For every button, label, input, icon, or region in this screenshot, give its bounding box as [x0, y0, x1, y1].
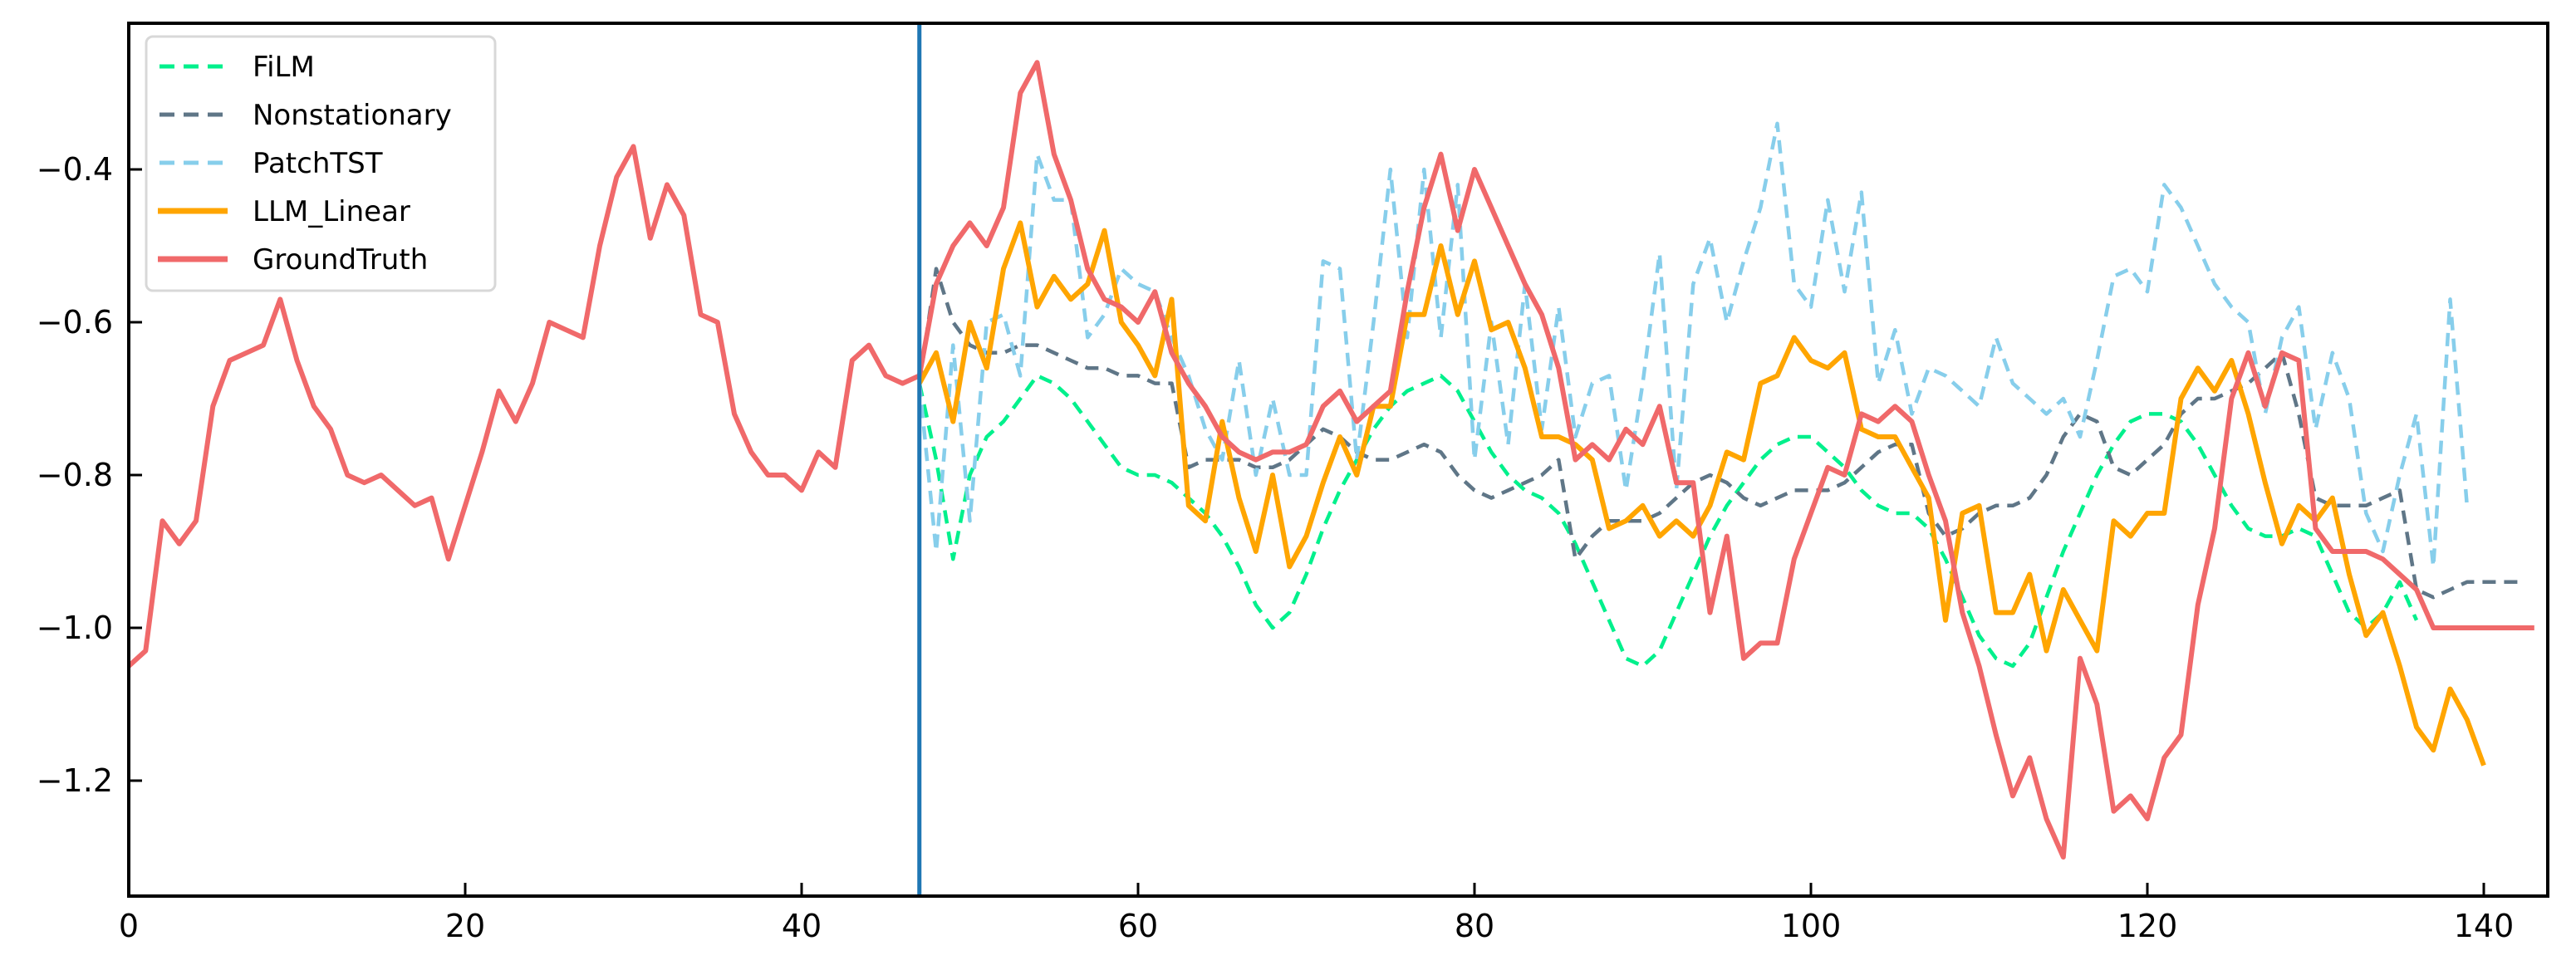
- legend: FiLM Nonstationary PatchTST LLM_Linear G…: [145, 35, 497, 292]
- x-tick-label: 80: [1455, 908, 1494, 944]
- groundtruth-line: [129, 60, 2534, 860]
- legend-label: PatchTST: [253, 147, 383, 180]
- legend-label: LLM_Linear: [253, 195, 410, 228]
- nonstationary-line: [917, 267, 2518, 600]
- x-tick-label: 100: [1781, 908, 1842, 944]
- legend-item-film: FiLM: [159, 51, 315, 84]
- y-axis: −0.4 −0.6 −0.8 −1.0 −1.2: [37, 151, 142, 799]
- x-tick-label: 120: [2117, 908, 2178, 944]
- y-tick-label: −0.6: [37, 304, 113, 340]
- x-tick-label: 20: [445, 908, 485, 944]
- patchtst-line: [917, 121, 2470, 569]
- x-tick-label: 40: [782, 908, 822, 944]
- legend-label: Nonstationary: [253, 99, 452, 132]
- y-tick-label: −1.0: [37, 610, 113, 646]
- plot-frame: [127, 22, 2549, 898]
- llm-linear-line: [917, 220, 2486, 767]
- y-tick-label: −0.4: [37, 151, 113, 188]
- legend-item-patchtst: PatchTST: [159, 147, 383, 180]
- legend-item-llm-linear: LLM_Linear: [158, 195, 410, 228]
- x-tick-label: 140: [2454, 908, 2515, 944]
- legend-item-nonstationary: Nonstationary: [159, 99, 452, 132]
- series-layer: [129, 60, 2534, 860]
- y-tick-label: −1.2: [37, 762, 113, 799]
- legend-label: FiLM: [253, 51, 315, 84]
- legend-box: [145, 35, 497, 292]
- x-tick-label: 60: [1118, 908, 1158, 944]
- legend-item-groundtruth: GroundTruth: [158, 243, 428, 277]
- y-tick-label: −0.8: [37, 457, 113, 493]
- legend-label: GroundTruth: [253, 243, 428, 277]
- x-axis: 0 20 40 60 80 100 120 140: [119, 883, 2514, 944]
- film-line: [917, 374, 2419, 669]
- x-tick-label: 0: [119, 908, 139, 944]
